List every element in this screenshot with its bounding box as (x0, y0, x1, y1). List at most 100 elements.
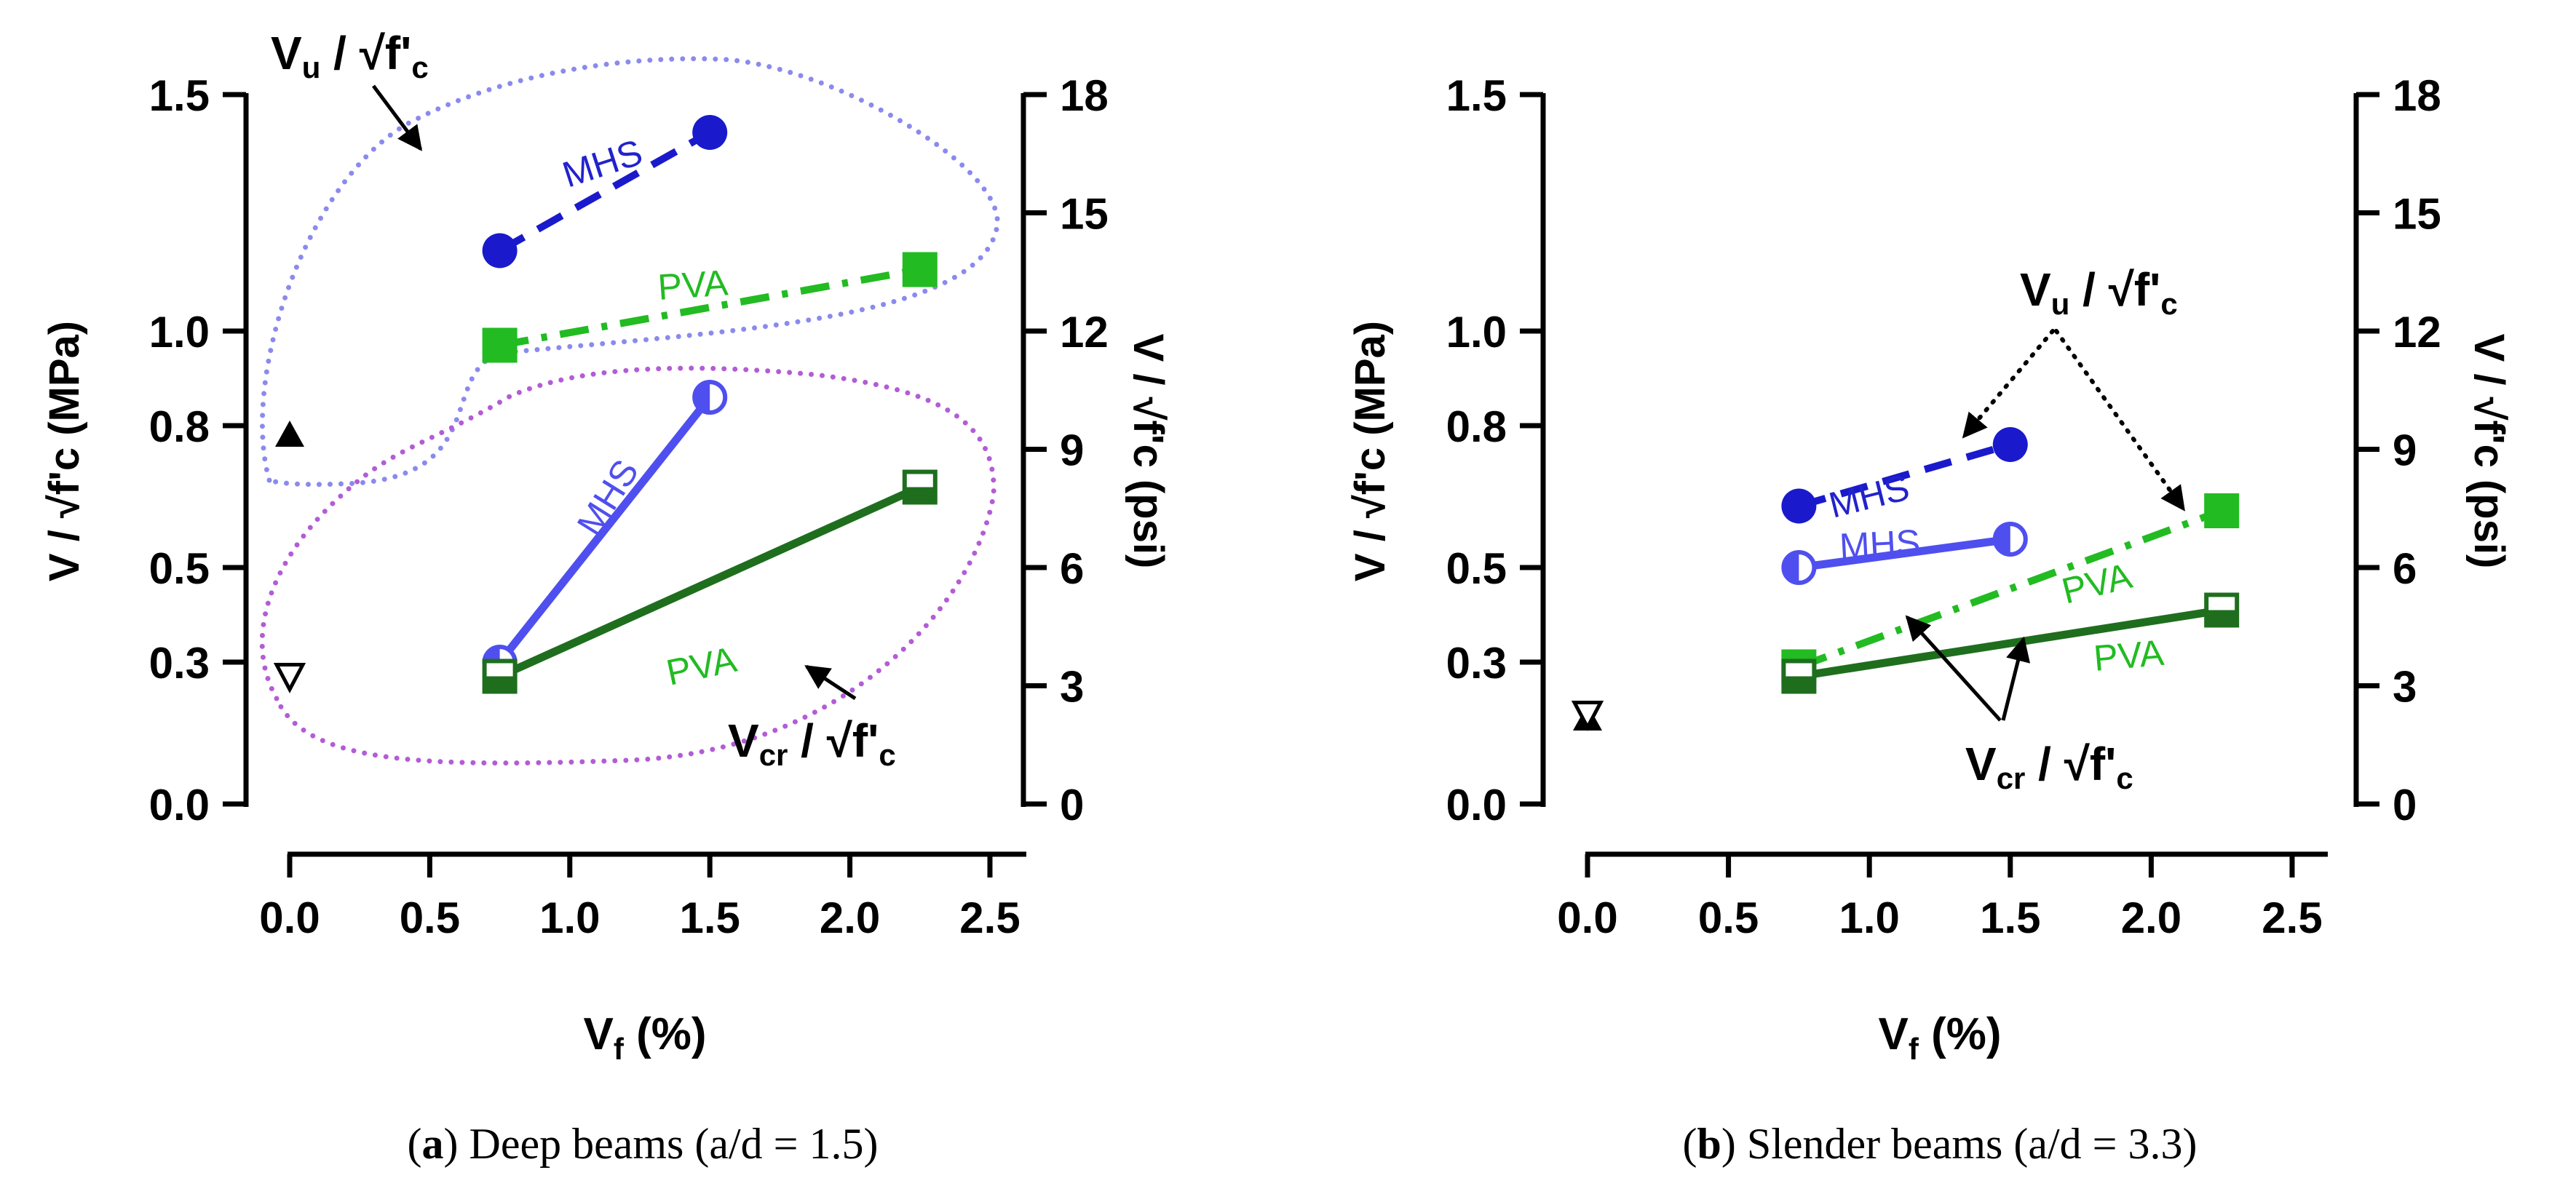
series-line (1797, 507, 2223, 671)
y2-tick-label: 9 (1060, 426, 1084, 475)
y-label-left-b: V / √f'c (MPa) (1347, 321, 1394, 581)
data-point (1992, 427, 2028, 462)
label-mhs-vcr-b: MHS (1839, 522, 1922, 567)
y-tick-label: 0.5 (1446, 544, 1507, 593)
series-plain-plain-vu (275, 421, 304, 447)
data-point (692, 380, 728, 415)
y2-tick-label: 15 (2393, 190, 2441, 239)
y2-tick-label: 6 (1060, 544, 1084, 593)
x-tick-label: 1.0 (1839, 894, 1899, 942)
vu-annotation-a: Vu / √f'c (271, 27, 429, 151)
data-point (482, 327, 518, 363)
x-label-a: Vf (%) (583, 1009, 706, 1066)
series-plain-plain-vcr (273, 663, 306, 693)
series-plain-plain-vcr (1571, 701, 1604, 731)
x-tick-label: 2.5 (959, 894, 1020, 942)
x-tick-label: 0.5 (1698, 894, 1759, 942)
label-mhs-vu-a: MHS (558, 132, 647, 196)
y2-tick-label: 12 (1060, 308, 1109, 357)
x-tick-label: 1.5 (679, 894, 740, 942)
svg-text:Vu / √f'c: Vu / √f'c (271, 27, 429, 84)
y2-tick-label: 15 (1060, 190, 1109, 239)
x-label-b: Vf (%) (1878, 1009, 2001, 1066)
chart-panel-a: 0.0 0.3 0.5 0.8 1.0 1.5 0 3 6 9 12 15 18 0.0 0.5 1.0 1.5… (41, 27, 1172, 1168)
chart-panel-b: 0.0 0.3 0.5 0.8 1.0 1.5 0 3 6 9 12 15 18 0.0 0.5 1.0 1.5… (1347, 71, 2513, 1168)
y-tick-label: 0.3 (149, 639, 210, 688)
data-point (2204, 592, 2240, 628)
data-point (902, 252, 938, 287)
data-point (275, 421, 304, 447)
y-tick-label: 0.8 (1446, 402, 1507, 451)
series-line (498, 483, 922, 680)
y2-tick-label: 3 (1060, 663, 1084, 712)
y-tick-label: 0.5 (149, 544, 210, 593)
series-vu-mhs (482, 115, 728, 268)
series-vcr-mhs (1781, 522, 2028, 585)
series-b (1571, 427, 2240, 731)
y2-tick-label: 9 (2393, 426, 2417, 475)
y-tick-label: 1.0 (149, 308, 210, 357)
label-mhs-vu-b: MHS (1825, 466, 1913, 525)
series-a (273, 115, 938, 694)
y2-tick-label: 18 (2393, 71, 2441, 120)
data-point (2204, 493, 2240, 528)
x-tick-label: 0.0 (1557, 894, 1617, 942)
y2-tick-label: 12 (2393, 308, 2441, 357)
x-tick-label: 1.0 (539, 894, 600, 942)
caption-a: (a) Deep beams (a/d = 1.5) (408, 1120, 879, 1168)
series-vu-mhs (1781, 427, 2028, 524)
x-tick-label: 1.5 (1980, 894, 2040, 942)
y2-tick-label: 0 (1060, 781, 1084, 829)
vu-annotation-b: Vu / √f'c (1962, 263, 2186, 512)
svg-text:Vcr / √f'c: Vcr / √f'c (728, 715, 896, 772)
y-tick-label: 0.0 (1446, 781, 1507, 829)
y2-tick-label: 6 (2393, 544, 2417, 593)
x-tick-label: 0.0 (259, 894, 320, 942)
x-tick-label: 0.5 (400, 894, 460, 942)
y-label-left-a: V / √f'c (MPa) (41, 321, 88, 581)
vcr-annotation-a: Vcr / √f'c (728, 664, 896, 772)
y-tick-label: 1.5 (149, 71, 210, 120)
series-line (1798, 441, 2012, 510)
series-line (499, 266, 921, 349)
svg-text:Vcr / √f'c: Vcr / √f'c (1965, 738, 2133, 795)
vu-envelope-a (259, 56, 1000, 487)
data-point (273, 663, 306, 693)
x-tick-label: 2.5 (2262, 894, 2322, 942)
data-point (1571, 701, 1604, 731)
y-tick-label: 0.0 (149, 781, 210, 829)
data-point (1781, 658, 1817, 694)
series-vcr-mhs (482, 380, 728, 680)
data-point (482, 658, 518, 694)
marker-fill (904, 487, 935, 503)
series-line (496, 394, 713, 665)
caption-b: (b) Slender beams (a/d = 3.3) (1682, 1120, 2197, 1168)
svg-text:Vu / √f'c: Vu / √f'c (2020, 263, 2178, 321)
marker-fill (2206, 610, 2238, 626)
data-point (1781, 488, 1817, 524)
marker-fill (1994, 524, 2010, 554)
series-line (1798, 535, 2011, 572)
data-point (692, 115, 728, 150)
axis-ticks-b: 0.0 0.3 0.5 0.8 1.0 1.5 0 3 6 9 12 15 18 0.0 0.5 1.0 1.5… (1446, 71, 2441, 942)
marker-fill (1783, 552, 1799, 583)
y-tick-label: 0.8 (149, 402, 210, 451)
vcr-annotation-b: Vcr / √f'c (1905, 615, 2133, 795)
label-pva-vcr-a: PVA (663, 639, 741, 693)
data-point (482, 233, 518, 268)
y-label-right-a: V / √f'c (psi) (1125, 334, 1172, 569)
marker-fill (484, 676, 515, 692)
label-pva-vu-a: PVA (657, 262, 730, 308)
marker-fill (694, 382, 710, 413)
series-vcr-pva (1781, 592, 2240, 694)
series-vcr-pva (482, 469, 938, 694)
y2-tick-label: 18 (1060, 71, 1109, 120)
x-tick-label: 2.0 (2121, 894, 2181, 942)
y-tick-label: 1.0 (1446, 308, 1507, 357)
marker-fill (1783, 676, 1815, 692)
y2-tick-label: 3 (2393, 663, 2417, 712)
data-point (1781, 550, 1817, 585)
y-label-right-b: V / √f'c (psi) (2465, 334, 2513, 569)
vcr-envelope-a (259, 365, 996, 766)
